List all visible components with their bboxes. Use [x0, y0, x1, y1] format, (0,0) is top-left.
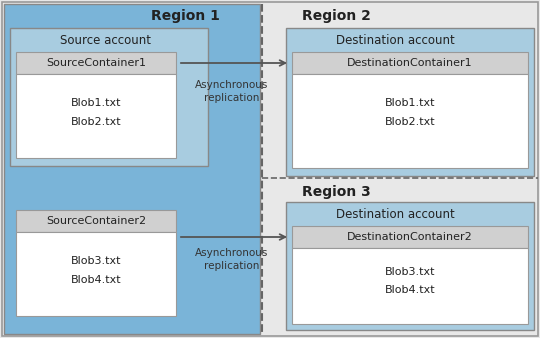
- Text: Asynchronous
replication: Asynchronous replication: [195, 80, 269, 103]
- Bar: [4, 4, 260, 334]
- Bar: [16, 232, 176, 316]
- Text: SourceContainer2: SourceContainer2: [46, 216, 146, 226]
- Text: Blob2.txt: Blob2.txt: [384, 117, 435, 127]
- Text: Blob4.txt: Blob4.txt: [384, 285, 435, 295]
- Bar: [292, 74, 528, 168]
- Text: SourceContainer1: SourceContainer1: [46, 58, 146, 68]
- Text: Blob1.txt: Blob1.txt: [71, 98, 122, 108]
- Text: Region 3: Region 3: [302, 185, 371, 199]
- Text: Blob4.txt: Blob4.txt: [71, 275, 122, 285]
- Bar: [16, 52, 176, 74]
- Text: Destination account: Destination account: [336, 208, 454, 220]
- Text: Destination account: Destination account: [336, 34, 454, 48]
- Bar: [292, 226, 528, 248]
- Text: Blob1.txt: Blob1.txt: [384, 98, 435, 108]
- Text: Region 2: Region 2: [302, 9, 371, 23]
- Text: Source account: Source account: [60, 34, 151, 48]
- Text: Blob2.txt: Blob2.txt: [71, 117, 122, 127]
- Text: DestinationContainer1: DestinationContainer1: [347, 58, 473, 68]
- Bar: [16, 210, 176, 232]
- Text: Blob3.txt: Blob3.txt: [71, 256, 122, 266]
- Bar: [286, 202, 534, 330]
- Bar: [10, 28, 208, 166]
- Text: DestinationContainer2: DestinationContainer2: [347, 232, 473, 242]
- Text: Asynchronous
replication: Asynchronous replication: [195, 248, 269, 271]
- Text: Blob3.txt: Blob3.txt: [384, 267, 435, 277]
- Bar: [292, 248, 528, 324]
- Bar: [16, 74, 176, 158]
- Bar: [286, 28, 534, 176]
- Text: Region 1: Region 1: [151, 9, 220, 23]
- Bar: [292, 52, 528, 74]
